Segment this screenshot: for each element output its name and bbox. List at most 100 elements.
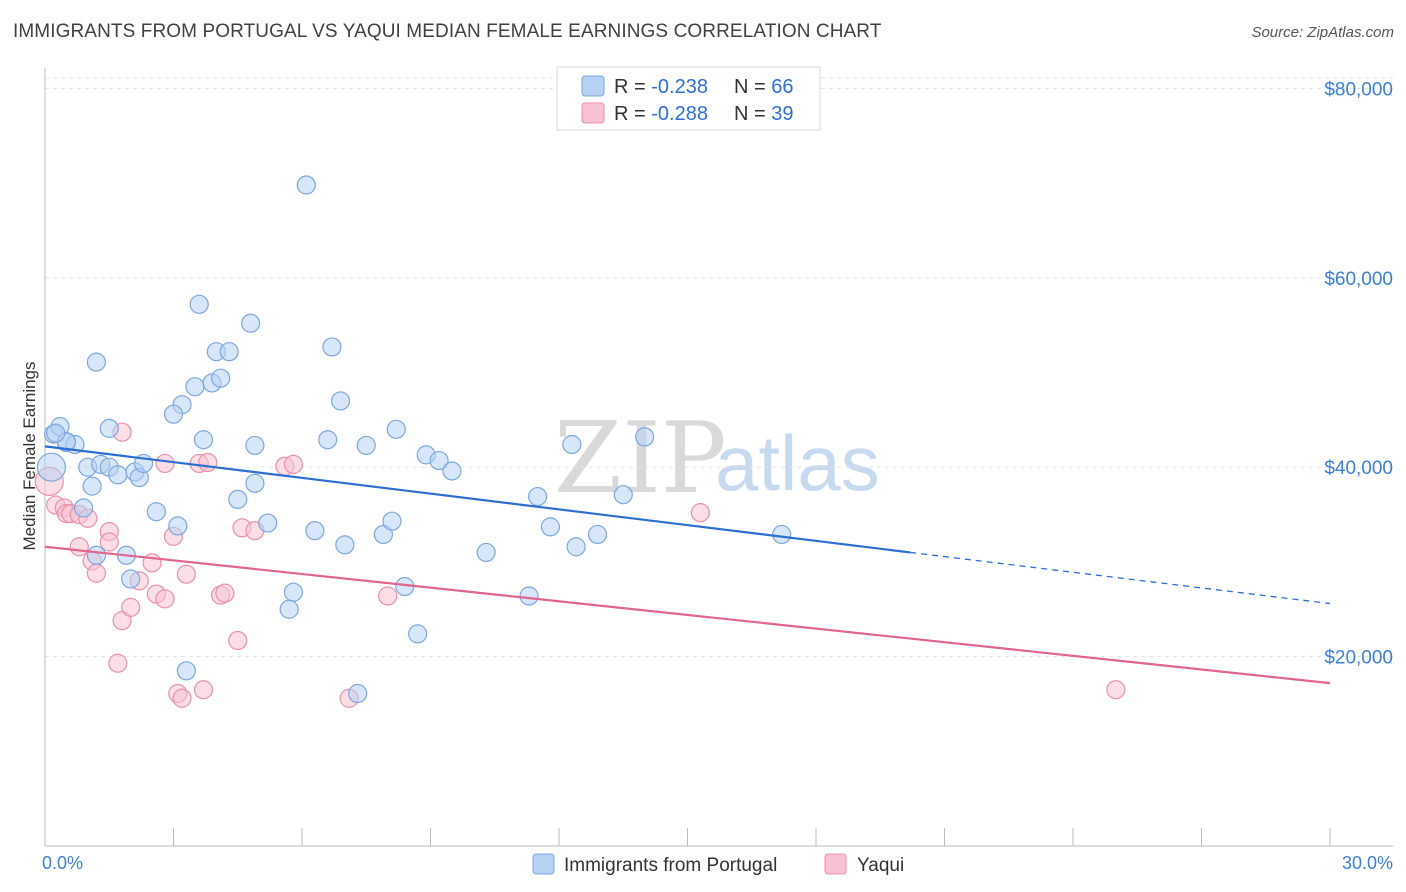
data-point bbox=[322, 337, 342, 357]
data-point bbox=[121, 569, 141, 589]
data-point bbox=[46, 423, 66, 443]
data-point bbox=[330, 391, 351, 411]
data-point bbox=[121, 597, 141, 617]
data-point bbox=[476, 542, 496, 563]
data-point bbox=[86, 352, 107, 372]
data-point bbox=[82, 476, 102, 496]
x-tick-label-min: 0.0% bbox=[42, 853, 83, 873]
grid-lines bbox=[45, 77, 1393, 658]
trend-lines bbox=[44, 445, 1331, 685]
legend-r-label-yaqui: R = bbox=[614, 103, 651, 125]
legend-n-label-yaqui: N = bbox=[734, 103, 771, 125]
data-point bbox=[772, 524, 792, 545]
data-point bbox=[613, 485, 633, 505]
trend-line-portugal-extension bbox=[910, 551, 1331, 605]
data-point bbox=[193, 430, 214, 450]
y-tick-labels: $20,000 $40,000 $60,000 $80,000 bbox=[1324, 79, 1393, 668]
data-point bbox=[86, 563, 107, 583]
data-point bbox=[245, 435, 265, 456]
data-point bbox=[1106, 680, 1126, 700]
legend-n-label-portugal: N = bbox=[734, 76, 771, 98]
data-point bbox=[690, 503, 710, 523]
y-tick-label: $40,000 bbox=[1324, 458, 1393, 479]
data-point bbox=[155, 589, 175, 609]
data-point bbox=[279, 599, 299, 619]
data-point bbox=[335, 535, 355, 555]
chart-source: Source: ZipAtlas.com bbox=[1251, 24, 1394, 41]
data-point bbox=[386, 419, 406, 439]
bottom-legend-swatch-portugal bbox=[532, 853, 555, 875]
data-point bbox=[163, 404, 184, 424]
bottom-legend-label-portugal: Immigrants from Portugal bbox=[564, 855, 777, 876]
data-point bbox=[198, 452, 218, 473]
data-point bbox=[99, 532, 119, 552]
y-axis-label: Median Female Earnings bbox=[20, 362, 39, 551]
data-point bbox=[155, 453, 175, 474]
legend-box: R = -0.238 N = 66 R = -0.288 N = 39 bbox=[556, 66, 821, 131]
data-point bbox=[296, 175, 316, 195]
data-point bbox=[378, 586, 398, 606]
watermark-atlas: atlas bbox=[715, 419, 880, 507]
legend-swatch-yaqui bbox=[581, 102, 605, 124]
legend-n-value-yaqui: 39 bbox=[771, 103, 793, 125]
data-point bbox=[562, 434, 582, 455]
legend-row-yaqui: R = -0.288 N = 39 bbox=[614, 103, 794, 125]
data-point bbox=[241, 313, 261, 333]
data-point bbox=[283, 582, 304, 602]
y-tick-label: $80,000 bbox=[1324, 79, 1393, 100]
data-point bbox=[348, 683, 368, 704]
data-point bbox=[73, 498, 94, 518]
data-point bbox=[519, 586, 539, 606]
data-point bbox=[99, 418, 119, 438]
data-point bbox=[108, 465, 128, 485]
data-point bbox=[108, 653, 128, 673]
data-point bbox=[442, 461, 462, 481]
legend-swatch-portugal bbox=[581, 75, 605, 97]
data-point bbox=[189, 294, 209, 314]
data-point bbox=[245, 473, 265, 493]
legend-r-label-portugal: R = bbox=[614, 76, 651, 98]
chart-title: IMMIGRANTS FROM PORTUGAL VS YAQUI MEDIAN… bbox=[13, 21, 882, 42]
data-point bbox=[318, 430, 338, 450]
bottom-legend-swatch-yaqui bbox=[824, 853, 847, 875]
watermark-zip: ZIP bbox=[554, 402, 727, 516]
data-point bbox=[540, 517, 561, 537]
legend-r-value-yaqui: -0.288 bbox=[651, 103, 708, 125]
legend-r-value-portugal: -0.238 bbox=[651, 76, 708, 98]
data-point bbox=[168, 516, 188, 536]
data-point bbox=[587, 524, 608, 545]
x-tick-marks bbox=[44, 828, 1331, 846]
data-point bbox=[193, 680, 214, 700]
trend-line-portugal bbox=[44, 445, 911, 554]
y-tick-label: $20,000 bbox=[1324, 648, 1393, 669]
data-point bbox=[283, 454, 304, 474]
legend-row-portugal: R = -0.238 N = 66 bbox=[614, 76, 794, 98]
data-point bbox=[69, 537, 89, 557]
x-tick-label-max: 30.0% bbox=[1342, 853, 1393, 873]
data-point bbox=[382, 511, 402, 531]
bottom-legend-label-yaqui: Yaqui bbox=[857, 855, 904, 876]
data-point bbox=[566, 537, 586, 557]
data-point bbox=[185, 377, 205, 397]
data-point bbox=[146, 502, 166, 522]
data-point bbox=[305, 521, 325, 541]
data-point bbox=[219, 342, 239, 362]
data-point bbox=[408, 624, 428, 644]
data-point bbox=[211, 368, 231, 388]
trend-line-yaqui bbox=[44, 545, 1331, 685]
data-point bbox=[215, 583, 235, 603]
legend-n-value-portugal: 66 bbox=[771, 76, 793, 98]
data-point bbox=[527, 486, 548, 507]
data-point bbox=[429, 450, 449, 471]
data-point bbox=[86, 545, 107, 565]
data-point bbox=[36, 452, 67, 482]
data-point bbox=[228, 489, 248, 510]
data-point bbox=[176, 661, 196, 681]
y-tick-label: $60,000 bbox=[1324, 269, 1393, 290]
data-point bbox=[228, 630, 248, 651]
bottom-legend: Immigrants from Portugal Yaqui bbox=[532, 853, 904, 876]
data-point bbox=[258, 513, 278, 533]
data-point bbox=[172, 688, 192, 708]
data-point bbox=[356, 435, 376, 456]
